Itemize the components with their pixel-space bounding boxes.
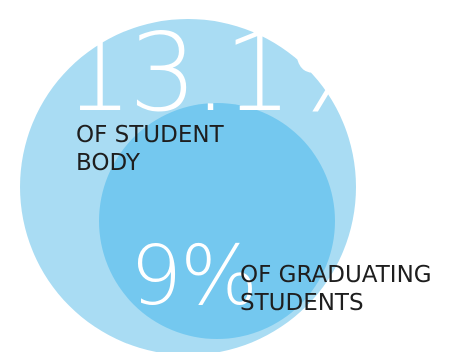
graduating-students-label-line-2: STUDENTS: [240, 290, 364, 316]
graduating-students-percent: 9%: [130, 229, 258, 324]
student-body-percent: 13.1%: [64, 11, 391, 136]
student-body-label-line-1: OF STUDENT: [76, 122, 224, 148]
graduating-students-label: OF GRADUATING STUDENTS: [240, 261, 432, 317]
graduating-students-circle: [99, 103, 335, 339]
student-body-label-line-2: BODY: [76, 150, 140, 176]
student-body-label: OF STUDENT BODY: [76, 121, 224, 177]
graduating-students-label-line-1: OF GRADUATING: [240, 262, 432, 288]
